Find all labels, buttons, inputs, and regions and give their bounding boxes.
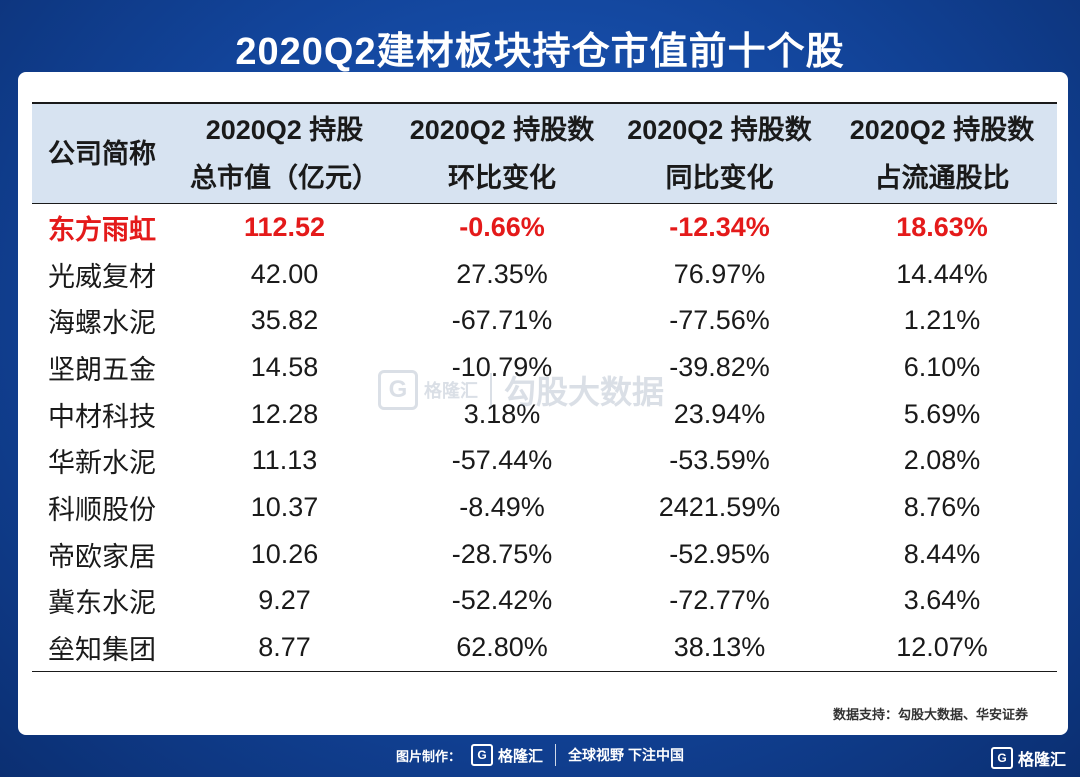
company-name: 帝欧家居 [48,541,156,572]
table-row: 光威复材 42.00 27.35% 76.97% 14.44% [32,251,1057,298]
float-ratio: 2.08% [903,445,981,476]
footer-slogan: 全球视野 下注中国 [568,747,684,763]
table-row: 中材科技 12.28 3.18% 23.94% 5.69% [32,391,1057,438]
qoq-change: -8.49% [459,491,545,522]
qoq-change: 27.35% [456,258,548,289]
float-ratio: 1.21% [903,305,981,336]
market-value: 14.58 [250,351,319,382]
table-card: 公司简称 2020Q2 持股 总市值（亿元） 2020Q2 持股数 环比变化 202… [18,72,1068,735]
market-value: 42.00 [250,258,319,289]
market-value: 8.77 [258,632,311,663]
yoy-change: 38.13% [673,632,766,663]
float-ratio: 8.44% [903,538,981,569]
qoq-change: -0.66% [459,211,545,242]
table-row: 海螺水泥 35.82 -67.71% -77.56% 1.21% [32,297,1057,344]
company-name: 垒知集团 [48,635,156,666]
table-row: 坚朗五金 14.58 -10.79% -39.82% 6.10% [32,344,1057,391]
qoq-change: 3.18% [463,398,541,429]
table-row: 东方雨虹 112.52 -0.66% -12.34% 18.63% [32,204,1057,251]
header-yoy-change: 2020Q2 持股数 同比变化 [627,114,812,193]
float-ratio: 18.63% [896,211,988,242]
float-ratio: 5.69% [903,398,981,429]
float-ratio: 6.10% [903,351,981,382]
float-ratio: 12.07% [896,632,988,663]
yoy-change: 23.94% [673,398,766,429]
yoy-change: -72.77% [669,585,770,616]
yoy-change: -77.56% [669,305,770,336]
header-company: 公司简称 [48,138,156,169]
market-value: 11.13 [251,445,318,476]
float-ratio: 14.44% [896,258,988,289]
corner-brand: 格隆汇 [1017,752,1066,769]
qoq-change: -67.71% [451,305,553,336]
yoy-change: -53.59% [669,445,770,476]
table-row: 科顺股份 10.37 -8.49% 2421.59% 8.76% [32,484,1057,531]
footer-credit: 图片制作： [396,748,462,764]
footer: 图片制作： G 格隆汇 全球视野 下注中国 [0,740,1080,770]
header-float-ratio: 2020Q2 持股数 占流通股比 [849,114,1035,193]
table-row: 华新水泥 11.13 -57.44% -53.59% 2.08% [32,437,1057,484]
yoy-change: 76.97% [673,258,766,289]
yoy-change: -52.95% [669,538,770,569]
data-source: 数据支持：勾股大数据、华安证券 [832,707,1028,722]
page-title: 2020Q2建材板块持仓市值前十个股 [235,31,845,73]
company-name: 坚朗五金 [48,354,156,385]
float-ratio: 8.76% [903,491,981,522]
company-name: 中材科技 [48,401,156,432]
brand-logo-icon: G [990,747,1013,769]
market-value: 112.52 [243,211,326,242]
company-name: 海螺水泥 [48,308,156,339]
table-row: 垒知集团 8.77 62.80% 38.13% 12.07% [32,624,1057,671]
float-ratio: 3.64% [903,585,981,616]
yoy-change: -12.34% [669,211,770,242]
market-value: 9.27 [258,585,311,616]
yoy-change: 2421.59% [658,491,781,522]
company-name: 科顺股份 [48,494,156,525]
header-qoq-change: 2020Q2 持股数 环比变化 [409,114,595,193]
table-row: 帝欧家居 10.26 -28.75% -52.95% 8.44% [32,531,1057,578]
qoq-change: -52.42% [451,585,553,616]
company-name: 光威复材 [48,261,156,292]
header-market-value: 2020Q2 持股 总市值（亿元） [190,114,379,193]
qoq-change: -10.79% [451,351,553,382]
market-value: 35.82 [250,305,319,336]
corner-logo: G 格隆汇 [990,746,1066,770]
market-value: 12.28 [250,398,319,429]
brand-logo-icon: G [471,744,494,766]
yoy-change: -39.82% [669,351,770,382]
qoq-change: -28.75% [451,538,553,569]
company-name: 东方雨虹 [48,214,156,245]
table-header-row: 公司简称 2020Q2 持股 总市值（亿元） 2020Q2 持股数 环比变化 202… [32,103,1057,204]
qoq-change: -57.44% [451,445,553,476]
footer-divider [555,744,557,766]
qoq-change: 62.80% [456,632,548,663]
company-name: 华新水泥 [48,448,156,479]
market-value: 10.37 [250,491,319,522]
table-row: 冀东水泥 9.27 -52.42% -72.77% 3.64% [32,578,1057,625]
footer-brand: 格隆汇 [498,747,544,765]
holdings-table: 公司简称 2020Q2 持股 总市值（亿元） 2020Q2 持股数 环比变化 202… [32,102,1057,672]
market-value: 10.26 [250,538,319,569]
company-name: 冀东水泥 [48,588,156,619]
